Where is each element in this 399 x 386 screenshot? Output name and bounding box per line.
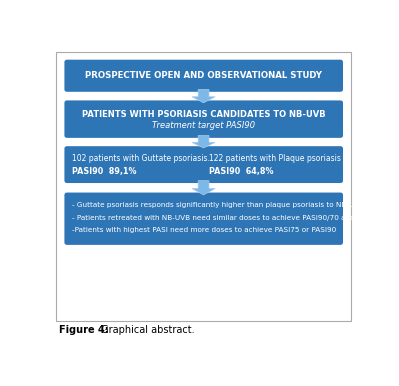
Text: Treatment target PASI90: Treatment target PASI90 xyxy=(152,121,255,130)
Text: PROSPECTIVE OPEN AND OBSERVATIONAL STUDY: PROSPECTIVE OPEN AND OBSERVATIONAL STUDY xyxy=(85,71,322,80)
Text: -Patients with highest PASI need more doses to achieve PASI75 or PASI90: -Patients with highest PASI need more do… xyxy=(73,227,337,233)
Text: - Patients retreated with NB-UVB need similar doses to achieve PASI90/70 again: - Patients retreated with NB-UVB need si… xyxy=(73,215,361,221)
Polygon shape xyxy=(192,181,215,195)
Text: 122 patients with Plaque psoriasis: 122 patients with Plaque psoriasis xyxy=(209,154,341,163)
Polygon shape xyxy=(192,135,215,148)
Text: PASI90  89,1%: PASI90 89,1% xyxy=(71,167,136,176)
FancyBboxPatch shape xyxy=(64,100,343,138)
Polygon shape xyxy=(192,90,215,103)
Text: Figure 4:: Figure 4: xyxy=(59,325,109,335)
Text: - Guttate psoriasis responds significantly higher than plaque psoriasis to NB-UV: - Guttate psoriasis responds significant… xyxy=(73,202,365,208)
FancyBboxPatch shape xyxy=(64,60,343,92)
FancyBboxPatch shape xyxy=(64,146,343,183)
Text: PATIENTS WITH PSORIASIS CANDIDATES TO NB-UVB: PATIENTS WITH PSORIASIS CANDIDATES TO NB… xyxy=(82,110,326,119)
Text: PASI90  64,8%: PASI90 64,8% xyxy=(209,167,274,176)
Text: 102 patients with Guttate psoriasis.: 102 patients with Guttate psoriasis. xyxy=(71,154,209,163)
Text: Graphical abstract.: Graphical abstract. xyxy=(98,325,194,335)
FancyBboxPatch shape xyxy=(64,193,343,245)
FancyBboxPatch shape xyxy=(56,52,352,321)
